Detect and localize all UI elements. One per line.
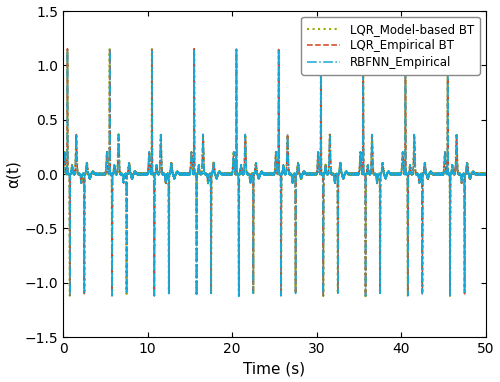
LQR_Empirical BT bbox=[63, 171, 69, 176]
LQR_Empirical BT bbox=[104, 155, 110, 159]
LQR_Model-based BT bbox=[291, 172, 297, 177]
LQR_Model-based BT bbox=[444, 47, 450, 51]
LQR_Empirical BT bbox=[291, 172, 297, 177]
Legend: LQR_Model-based BT, LQR_Empirical BT, RBFNN_Empirical: LQR_Model-based BT, LQR_Empirical BT, RB… bbox=[301, 17, 480, 75]
LQR_Empirical BT bbox=[362, 294, 368, 298]
LQR_Model-based BT bbox=[60, 171, 66, 175]
RBFNN_Empirical bbox=[104, 154, 110, 159]
RBFNN_Empirical bbox=[482, 171, 488, 176]
RBFNN_Empirical bbox=[291, 172, 297, 176]
Line: LQR_Model-based BT: LQR_Model-based BT bbox=[63, 49, 486, 296]
RBFNN_Empirical bbox=[63, 170, 69, 175]
LQR_Model-based BT bbox=[276, 55, 281, 60]
RBFNN_Empirical bbox=[106, 46, 112, 51]
Line: LQR_Empirical BT: LQR_Empirical BT bbox=[63, 49, 486, 296]
LQR_Empirical BT bbox=[106, 46, 112, 51]
LQR_Model-based BT bbox=[63, 171, 69, 175]
RBFNN_Empirical bbox=[294, 172, 300, 176]
LQR_Model-based BT bbox=[294, 172, 300, 176]
RBFNN_Empirical bbox=[276, 49, 281, 53]
LQR_Model-based BT bbox=[362, 294, 368, 298]
LQR_Model-based BT bbox=[482, 171, 488, 176]
LQR_Empirical BT bbox=[482, 170, 488, 175]
RBFNN_Empirical bbox=[236, 294, 242, 299]
LQR_Empirical BT bbox=[408, 168, 414, 172]
LQR_Empirical BT bbox=[276, 51, 281, 56]
Line: RBFNN_Empirical: RBFNN_Empirical bbox=[63, 49, 486, 296]
RBFNN_Empirical bbox=[60, 171, 66, 175]
X-axis label: Time (s): Time (s) bbox=[244, 361, 306, 376]
LQR_Empirical BT bbox=[60, 171, 66, 175]
LQR_Model-based BT bbox=[408, 167, 414, 172]
LQR_Empirical BT bbox=[294, 172, 300, 176]
Y-axis label: α(t): α(t) bbox=[6, 160, 20, 188]
RBFNN_Empirical bbox=[408, 167, 414, 172]
LQR_Model-based BT bbox=[104, 154, 110, 159]
